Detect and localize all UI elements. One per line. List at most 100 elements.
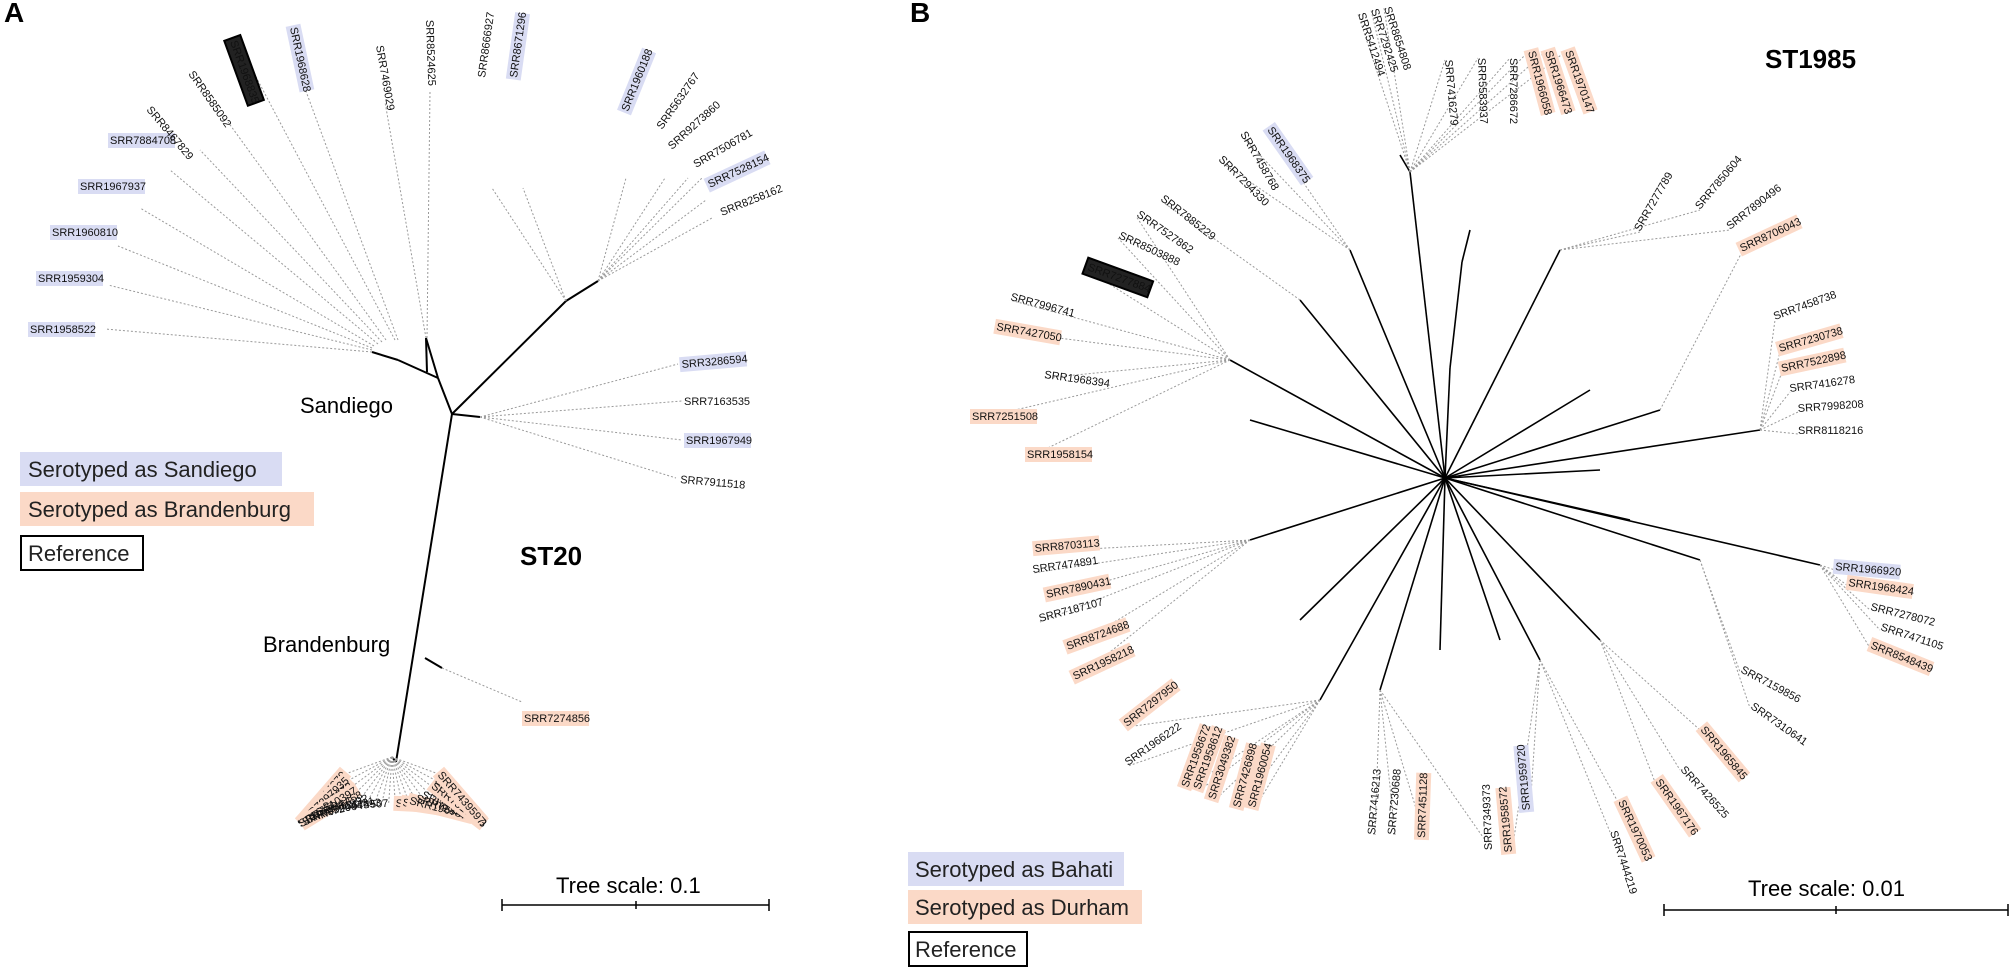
- panel-a-leaders: [104, 74, 713, 703]
- leaf-name: SRR7474891: [1032, 555, 1099, 576]
- leaf-name: SRR1958522: [30, 324, 96, 336]
- leaf-label: SRR1958522: [28, 322, 96, 337]
- leaf-name: SRR7163535: [684, 396, 750, 408]
- leaf-highlight: [1845, 574, 1914, 600]
- leaf-name: SRR7349373: [1481, 784, 1495, 850]
- leaf-label: SRR7474891: [1032, 555, 1099, 576]
- leaf-highlight: [50, 225, 117, 240]
- panel-b-legend: Serotyped as Bahati Serotyped as Durham …: [908, 852, 1142, 967]
- leaf-label: SRR7416278: [1789, 374, 1856, 395]
- panel-b-letter: B: [910, 0, 930, 28]
- leaf-name: SRR7911518: [680, 474, 746, 492]
- leaf-name: SRR7890431: [1045, 575, 1112, 600]
- panel-b-st-label: ST1985: [1765, 44, 1856, 74]
- leaf-label: SRR1968424: [1845, 574, 1915, 600]
- leaf-highlight: [1735, 214, 1803, 257]
- leaf-label: SRR7469029: [373, 44, 396, 111]
- leaf-label: SRR7277884: [1081, 256, 1155, 299]
- leaf-label: SRR7451128: [1413, 772, 1432, 841]
- leaf-highlight: [1262, 122, 1314, 186]
- leaf-highlight: [1495, 786, 1517, 855]
- legend-swatch-reference-a: [20, 535, 144, 571]
- leaf-name: SRR7286672: [1507, 58, 1519, 124]
- legend-label-bahati: Serotyped as Bahati: [915, 857, 1113, 882]
- leaf-highlight: [1228, 742, 1261, 811]
- leaf-highlight: [617, 47, 657, 116]
- leaf-label: SRR7274856: [522, 711, 590, 726]
- leaf-label: SRR7159856: [1739, 664, 1803, 706]
- leaf-name: SRR7469029: [373, 44, 396, 111]
- leaf-highlight: [703, 150, 771, 193]
- leaf-label: SRR7349373: [1481, 784, 1495, 850]
- leaf-name: SRR7850604: [1693, 154, 1745, 212]
- leaf-highlight: [1523, 47, 1556, 116]
- leaf-label: SRR7850604: [1693, 154, 1745, 212]
- leaf-label: SRR8703113: [1032, 535, 1101, 557]
- leaf-name: SRR7416278: [1789, 374, 1856, 395]
- leaf-name: SRR1959304: [38, 273, 104, 285]
- leaf-highlight: [1540, 46, 1576, 116]
- leaf-label: SRR1958154: [1025, 447, 1093, 462]
- leaf-highlight: [993, 318, 1062, 346]
- panel-b-scale-bar: Tree scale: 0.01: [1663, 876, 2009, 916]
- leaf-name: SRR1958572: [1497, 786, 1515, 853]
- leaf-highlight: [1188, 725, 1226, 794]
- panel-a-scale-bar: Tree scale: 0.1: [501, 873, 770, 911]
- leaf-label: SRR7251508: [970, 409, 1038, 424]
- leaf-label: SRR8674507: [322, 798, 389, 813]
- leaf-highlight: [405, 792, 475, 824]
- leaf-label: SRR7458738: [1772, 289, 1838, 323]
- leaf-name: SRR7310641: [1748, 701, 1809, 749]
- leaf-highlight: [1650, 774, 1702, 838]
- leaf-label: SRR1967949: [684, 433, 752, 448]
- leaf-name: SRR7297950: [1121, 679, 1180, 729]
- panel-a-legend: Serotyped as Sandiego Serotyped as Brand…: [20, 452, 314, 571]
- leaf-highlight: [1613, 795, 1656, 863]
- leaf-highlight: [36, 271, 103, 286]
- legend-swatch-sandiego: [20, 452, 282, 486]
- leaf-name: SRR5583937: [1475, 58, 1489, 124]
- leaf-label: SRR3286594: [679, 351, 748, 373]
- leaf-highlight: [1032, 535, 1101, 557]
- panel-b: B ST1985 SRR5412494SRR7292425SRR8654808S…: [908, 0, 2009, 967]
- leaf-label: SRR7286672: [1507, 58, 1519, 124]
- leaf-name: SRR7230688: [1386, 768, 1404, 835]
- leaf-name: SRR8524625: [423, 20, 437, 86]
- leaf-label: SRR7310641: [1748, 701, 1809, 749]
- leaf-name: SRR1965845: [1698, 724, 1750, 782]
- panel-a: A ST20 Sandiego Brandenburg: [4, 0, 784, 911]
- leaf-highlight: [432, 766, 489, 828]
- leaf-name: SRR7427050: [995, 321, 1062, 344]
- leaf-label: SRR7911518: [680, 474, 746, 492]
- leaf-highlight: [1513, 744, 1535, 813]
- panel-a-leaves: SRR1958522 SRR1959304 SRR1960810 SRR1967937…: [28, 11, 784, 831]
- leaf-name: SRR1966920: [1835, 561, 1902, 579]
- leaf-highlight: [78, 179, 145, 194]
- leaf-name: SRR7998208: [1797, 398, 1864, 415]
- leaf-name: SRR8706043: [1738, 216, 1803, 255]
- leaf-name: SRR1958154: [1027, 449, 1093, 461]
- leaf-highlight: [1203, 734, 1239, 804]
- panel-b-leaders: [971, 7, 1881, 853]
- leaf-name: SRR7996741: [1009, 291, 1076, 320]
- leaf-label: SRR1960810: [50, 225, 118, 240]
- leaf-name: SRR7522898: [1780, 349, 1847, 374]
- leaf-label: SRR7163535: [684, 396, 750, 408]
- leaf-highlight: [1068, 642, 1136, 685]
- legend-swatch-brandenburg: [20, 492, 314, 526]
- leaf-label: SRR8258162: [719, 183, 785, 219]
- leaf-label: SRR5583937: [1475, 58, 1489, 124]
- leaf-name: SRR7277789: [1632, 170, 1675, 233]
- leaf-label: SRR1958572: [1495, 786, 1517, 855]
- reference-box: [222, 33, 266, 108]
- leaf-highlight: [1025, 447, 1092, 462]
- leaf-highlight: [285, 23, 315, 93]
- panel-b-leaves: SRR5412494SRR7292425SRR8654808SRR7416279…: [970, 5, 1945, 896]
- leaf-highlight: [1695, 721, 1751, 783]
- leaf-name: SRR7416279: [1442, 59, 1460, 126]
- leaf-highlight: [108, 133, 175, 148]
- leaf-highlight: [970, 409, 1037, 424]
- panel-a-scale-label: Tree scale: 0.1: [556, 873, 701, 898]
- leaf-name: SRR1958218: [1071, 644, 1136, 683]
- leaf-name: SRR7159856: [1739, 664, 1803, 706]
